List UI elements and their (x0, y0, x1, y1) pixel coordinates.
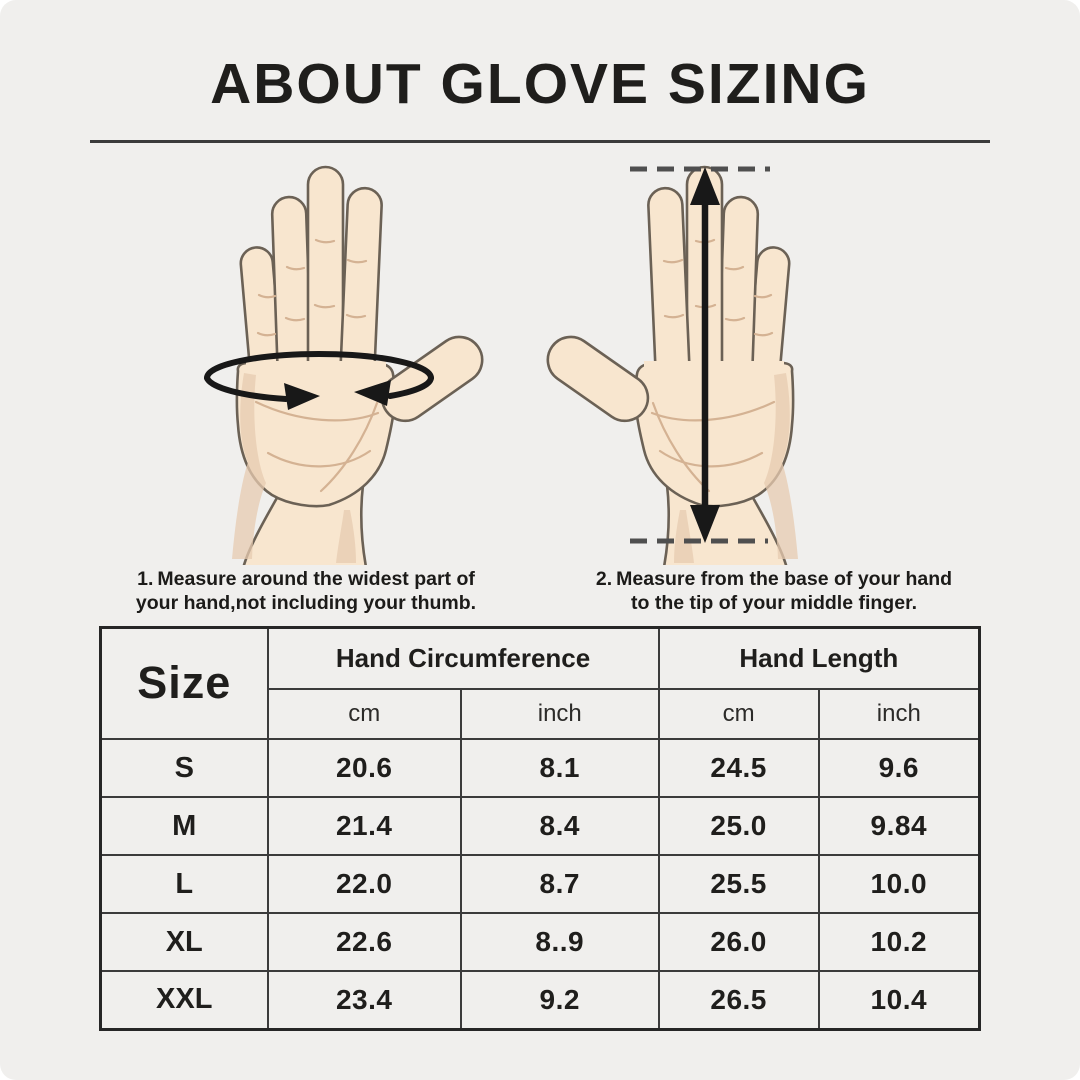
palm-crease-1 (254, 400, 380, 421)
band-front-left-arc (204, 374, 289, 402)
table-row-l: L 22.0 8.7 25.5 10.0 (99, 854, 981, 915)
table-cell: 25.5 (657, 854, 820, 915)
unit-header-hc-cm: cm (266, 688, 462, 741)
length-arrowhead-up (690, 166, 720, 205)
thumb-crease (319, 401, 379, 492)
size-label: L (99, 854, 269, 915)
column-header-hand-length: Hand Length (657, 626, 981, 691)
table-cell: 25.0 (657, 796, 820, 857)
size-chart-table: Size Hand Circumference Hand Length cm i… (99, 625, 981, 1031)
table-header: Size Hand Circumference Hand Length cm i… (99, 626, 981, 741)
instruction-1: 1. Measure around the widest part of your… (87, 567, 525, 616)
column-header-size: Size (99, 626, 269, 741)
table-cell: 23.4 (266, 970, 462, 1031)
size-label: XXL (99, 970, 269, 1031)
instruction-2: 2. Measure from the base of your hand to … (555, 567, 993, 616)
instruction-2-number: 2. (595, 567, 613, 590)
table-cell: 9.6 (817, 738, 981, 799)
table-cell: 10.4 (817, 970, 981, 1031)
wrist-shadow (336, 509, 356, 563)
table-cell: 22.0 (266, 854, 462, 915)
instruction-2-line2: to the tip of your middle finger. (631, 592, 917, 615)
band-front-right-arc (387, 374, 434, 399)
hand-circumference-svg (204, 165, 484, 568)
table-header-row-groups: Size Hand Circumference Hand Length (99, 626, 981, 741)
size-label: XL (99, 912, 269, 973)
table-cell: 10.0 (817, 854, 981, 915)
length-arrowhead-down (690, 504, 720, 543)
title-divider (90, 139, 990, 143)
unit-header-hl-inch: inch (817, 688, 981, 741)
instruction-1-line1: Measure around the widest part of (157, 567, 475, 590)
hand-length-illustration (537, 155, 966, 568)
column-header-hand-circumference: Hand Circumference (266, 626, 660, 691)
palm-shadow (232, 372, 266, 559)
table-cell: 8.4 (459, 796, 660, 857)
instruction-1-number: 1. (137, 567, 154, 590)
table-cell: 9.84 (817, 796, 981, 857)
finger-creases (256, 238, 368, 336)
size-label: M (99, 796, 269, 857)
instruction-1-line2: your hand,not including your thumb. (135, 592, 477, 615)
band-back-arc (204, 350, 434, 381)
hand-circumference-illustration (114, 155, 534, 568)
hand-shape (232, 165, 484, 568)
unit-header-hc-inch: inch (459, 688, 660, 741)
table-row-m: M 21.4 8.4 25.0 9.84 (99, 796, 981, 857)
size-label: S (99, 738, 269, 799)
instruction-captions: 1. Measure around the widest part of your… (0, 567, 1080, 616)
table-cell: 10.2 (817, 912, 981, 973)
hand-length-svg (537, 165, 800, 568)
hand-illustrations (0, 155, 1080, 568)
table-row-xl: XL 22.6 8..9 26.0 10.2 (99, 912, 981, 973)
table-cell: 20.6 (266, 738, 462, 799)
table-cell: 8..9 (459, 912, 660, 973)
table-cell: 26.5 (657, 970, 820, 1031)
table-cell: 9.2 (459, 970, 660, 1031)
circumference-band-arrow (204, 350, 434, 410)
table-cell: 24.5 (657, 738, 820, 799)
table-body: S 20.6 8.1 24.5 9.6 M 21.4 8.4 25.0 9.84… (99, 738, 981, 1031)
table-cell: 26.0 (657, 912, 820, 973)
palm-crease-2 (266, 449, 372, 467)
unit-header-hl-cm: cm (657, 688, 820, 741)
table-cell: 8.1 (459, 738, 660, 799)
table-row-xxl: XXL 23.4 9.2 26.5 10.4 (99, 970, 981, 1031)
table-cell: 22.6 (266, 912, 462, 973)
table-cell: 21.4 (266, 796, 462, 857)
page-title: ABOUT GLOVE SIZING (210, 52, 870, 116)
length-arrow-group (630, 166, 770, 544)
table-row-s: S 20.6 8.1 24.5 9.6 (99, 738, 981, 799)
table-cell: 8.7 (459, 854, 660, 915)
mirrored-hand-shape (537, 165, 800, 568)
table-header-row-units: cm inch cm inch (101, 688, 981, 741)
band-arrowhead-right (284, 382, 320, 410)
instruction-2-line1: Measure from the base of your hand (616, 567, 953, 590)
band-arrowhead-left (354, 379, 391, 406)
